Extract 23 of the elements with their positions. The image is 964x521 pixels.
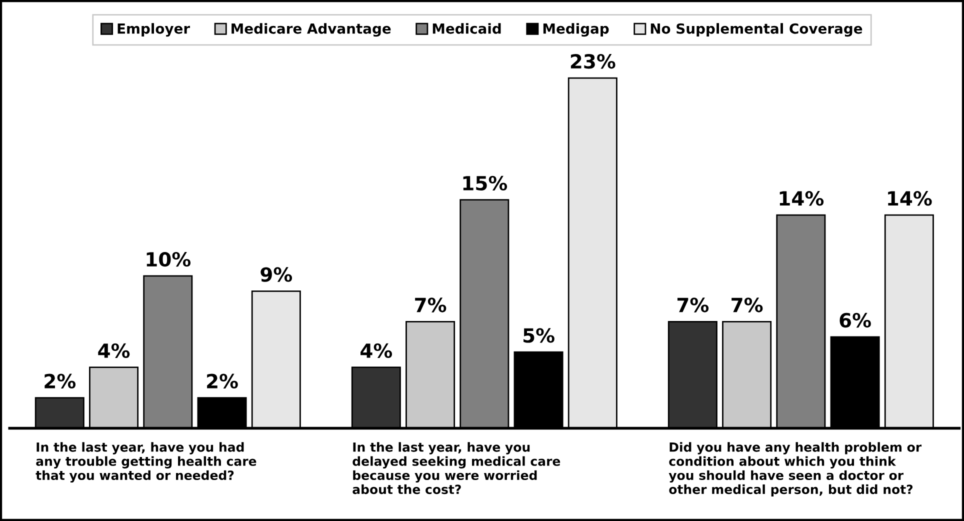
data-label: 4%: [98, 343, 130, 358]
data-label: 4%: [360, 343, 392, 358]
x-tick-label: Did you have any health problem or condition about which you think you should have seen a doctor or other medical person, but did not?: [668, 442, 922, 497]
data-label: 7%: [732, 298, 763, 312]
x-tick-label: In the last year, have you had any trouble getting health care that you wanted or needed?: [36, 442, 256, 483]
data-label: 7%: [677, 298, 709, 312]
legend-label: Employer: [118, 23, 190, 37]
data-label: 2%: [207, 374, 238, 388]
legend-label: Medicaid: [432, 23, 501, 34]
data-label: 5%: [524, 328, 554, 343]
data-label: 14%: [888, 191, 932, 206]
data-label: 14%: [780, 191, 824, 206]
data-label: 7%: [415, 298, 446, 312]
x-tick-label: In the last year, have you delayed seeking medical care because you were worried about the cost?: [352, 442, 560, 494]
data-label: 23%: [570, 54, 616, 69]
data-label: 9%: [260, 267, 292, 282]
data-label: 6%: [840, 312, 871, 328]
data-label: 2%: [44, 374, 76, 388]
data-label: 15%: [463, 176, 508, 191]
legend-label: Medicare Advantage: [232, 23, 391, 37]
legend-label: Medigap: [543, 23, 609, 37]
legend-label: No Supplemental Coverage: [650, 23, 862, 37]
data-label: 10%: [146, 252, 191, 267]
